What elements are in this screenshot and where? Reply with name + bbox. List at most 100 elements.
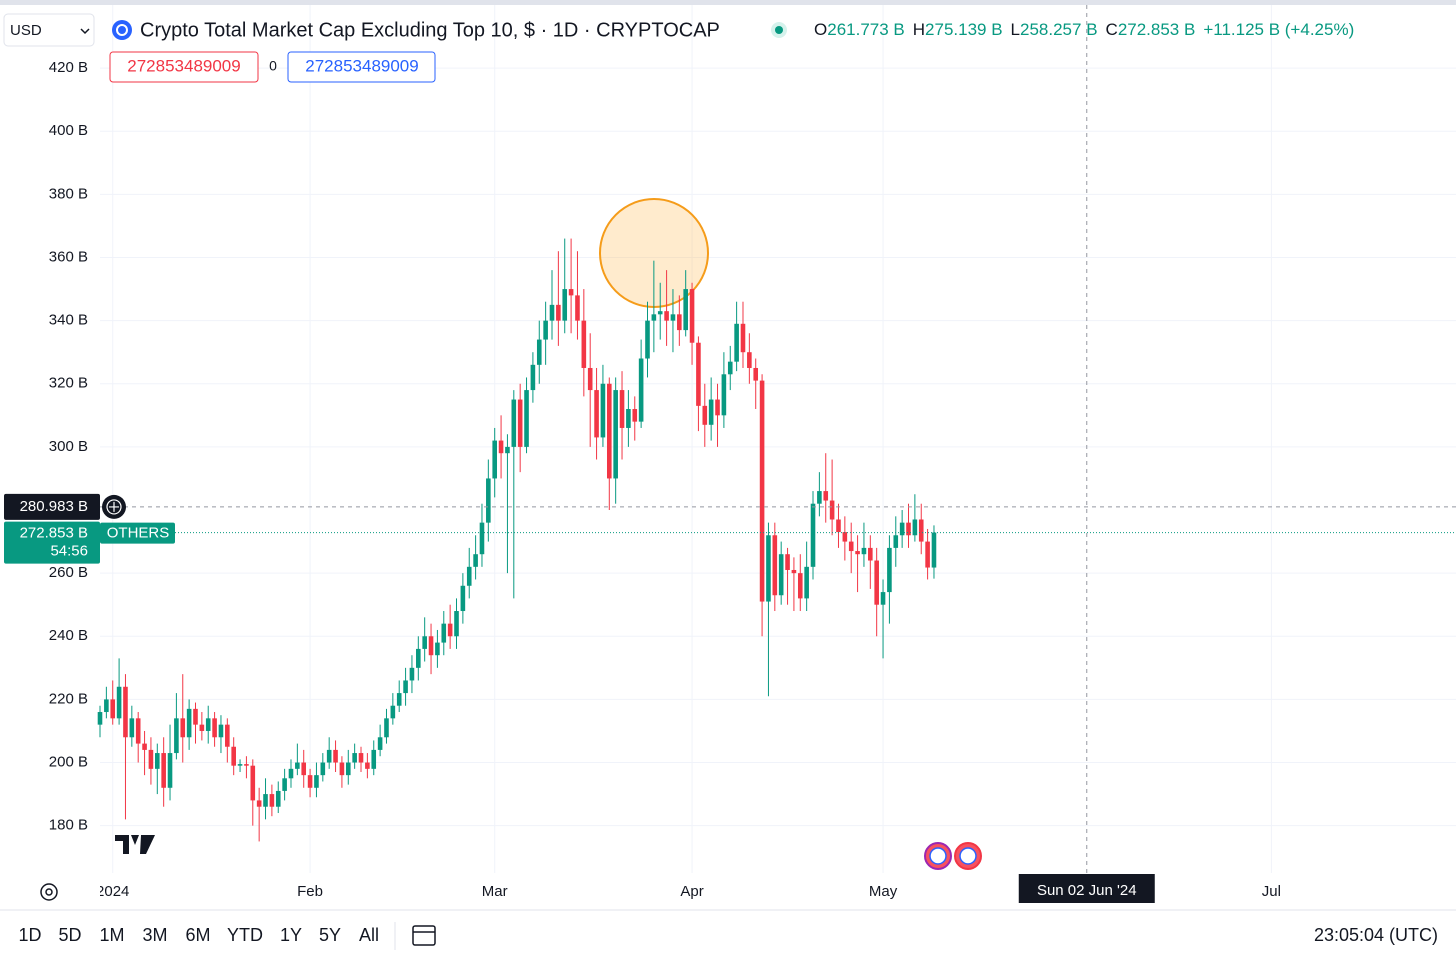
candle-body — [887, 547, 892, 593]
candle-body — [543, 320, 548, 340]
candle-body — [466, 566, 472, 586]
range-button[interactable]: 1M — [99, 925, 124, 945]
countdown: 54:56 — [50, 543, 88, 560]
y-tick-label: 380 B — [49, 185, 88, 202]
candle-body — [632, 409, 638, 422]
candles — [97, 238, 937, 842]
candle-body — [244, 764, 249, 766]
candle-body — [511, 399, 517, 447]
range-button[interactable]: 6M — [185, 925, 210, 945]
candle-body — [167, 753, 173, 788]
candle-body — [371, 749, 377, 769]
candle-body — [581, 320, 587, 368]
candle-body — [193, 708, 198, 725]
candle-body — [384, 718, 389, 738]
range-button[interactable]: 1Y — [280, 925, 302, 945]
candle-body — [116, 686, 122, 719]
candle-body — [333, 749, 338, 763]
candle-body — [409, 667, 415, 681]
candle-body — [702, 405, 708, 425]
candle-body — [218, 724, 224, 738]
candle-body — [129, 718, 135, 738]
grid — [100, 5, 1456, 873]
candle-body — [104, 699, 109, 713]
candle-body — [212, 718, 217, 738]
input-value: 0 — [269, 58, 277, 74]
x-tick-label: May — [869, 883, 898, 900]
candle-body — [766, 535, 771, 602]
settings-icon[interactable] — [40, 883, 58, 901]
candle-body — [161, 753, 166, 788]
y-tick-label: 240 B — [49, 627, 88, 644]
range-button[interactable]: All — [359, 925, 379, 945]
candle-body — [606, 383, 612, 479]
candle-body — [416, 648, 421, 668]
candle-body — [753, 367, 759, 381]
candle-body — [823, 491, 829, 501]
candle-body — [874, 560, 879, 605]
candle-body — [422, 636, 427, 649]
x-tick-label: Feb — [297, 883, 323, 900]
candle-body — [352, 753, 357, 763]
candle-body — [269, 794, 275, 807]
add-button-plus — [109, 501, 119, 512]
candle-body — [345, 762, 351, 776]
ohlc-value: 275.139 B — [925, 20, 1003, 39]
candle-body — [339, 762, 345, 776]
candle-body — [861, 547, 867, 555]
status-dot — [775, 26, 783, 34]
candle-body — [848, 541, 854, 552]
candle-body — [626, 409, 631, 428]
candle-body — [638, 358, 644, 422]
add-button-ring — [106, 499, 122, 515]
candle-body — [314, 775, 319, 788]
candle-body — [320, 762, 326, 776]
candle-body — [428, 636, 434, 656]
candle-body — [899, 522, 905, 536]
candle-body — [868, 547, 873, 561]
candle-body — [696, 342, 701, 406]
candle-body — [295, 762, 300, 769]
ohlc-value: 261.773 B — [827, 20, 905, 39]
candle-body — [256, 800, 262, 807]
range-button[interactable]: 3M — [142, 925, 167, 945]
candle-body — [931, 532, 937, 568]
range-button[interactable]: 5D — [58, 925, 81, 945]
candle-body — [855, 551, 860, 555]
range-button[interactable]: 1D — [18, 925, 41, 945]
candle-body — [97, 712, 103, 725]
candle-body — [683, 289, 688, 331]
candle-body — [498, 440, 504, 454]
candle-body — [358, 753, 364, 763]
candle-body — [670, 314, 676, 321]
candle-body — [517, 399, 523, 447]
y-tick-label: 420 B — [49, 59, 88, 76]
candle-body — [619, 390, 625, 428]
candle-body — [817, 491, 822, 504]
event-icon-flag — [929, 847, 947, 865]
input-box[interactable] — [287, 51, 436, 83]
ohlc-legend: O261.773 B H275.139 B L258.257 B C272.853 B… — [814, 20, 1354, 39]
currency-select[interactable] — [3, 13, 95, 47]
candle-body — [123, 686, 128, 738]
range-button[interactable]: 5Y — [319, 925, 341, 945]
candle-body — [492, 440, 498, 479]
candle-body — [479, 522, 485, 555]
candle-body — [447, 623, 453, 637]
y-tick-label: 400 B — [49, 122, 88, 139]
candle-body — [390, 705, 396, 719]
candle-body — [205, 718, 211, 731]
candle-body — [708, 399, 714, 425]
x-axis: 2024 Feb Mar Apr May Jul — [100, 883, 1281, 900]
candle-body — [594, 390, 599, 438]
candle-body — [441, 623, 447, 643]
candle-body — [460, 585, 466, 612]
candle-body — [587, 367, 593, 391]
range-button[interactable]: YTD — [227, 925, 263, 945]
input-box[interactable] — [109, 51, 259, 83]
candle-body — [282, 778, 287, 791]
calendar-icon[interactable] — [412, 925, 436, 946]
candle-body — [549, 304, 555, 321]
